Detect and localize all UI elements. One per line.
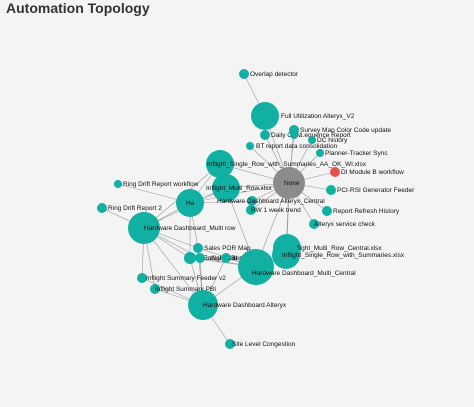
node-hdalteryx[interactable]: Hardware Dashboard Alteryx [188, 290, 287, 320]
node-circle[interactable] [247, 196, 257, 206]
node-hublabel[interactable]: Ha [176, 189, 204, 217]
node-label: Site Level Congestion [232, 341, 296, 348]
node-circle[interactable] [251, 102, 279, 130]
node-label: DC history [317, 137, 348, 144]
node-label: Ha [186, 200, 195, 207]
node-circle[interactable] [238, 249, 274, 285]
node-btreport[interactable]: BT report data consolidation [246, 142, 338, 150]
node-summaryfeeder[interactable]: Inflight Summary Feeder v2 [137, 273, 226, 283]
node-sitelevel[interactable]: Site Level Congestion [225, 339, 296, 349]
node-label: PCI-RSI Generator Feeder [337, 187, 415, 194]
node-circle[interactable] [137, 273, 147, 283]
node-hdalt[interactable]: Hardware Dashboard Alteryx_Central [217, 196, 325, 206]
node-dchistory[interactable]: DC history [308, 136, 348, 144]
node-dimodule[interactable]: DI Module B workflow [330, 167, 404, 177]
node-hdmulticentral[interactable]: Hardware Dashboard_Multi_Central [238, 249, 356, 285]
node-label: Planner-Tracker Sync [325, 150, 388, 157]
node-label: RW 1 week trend [251, 207, 301, 214]
node-label: Inflight Summary Feeder v2 [146, 275, 226, 282]
node-label: Inflight_Single_Row_with_Summaries.xlsx [282, 252, 405, 259]
node-altsvc[interactable]: Alteryx service check [309, 219, 376, 229]
node-planner[interactable]: Planner-Tracker Sync [316, 149, 388, 157]
node-label: Ring Drift Report workflow [123, 181, 199, 188]
node-circle[interactable] [273, 167, 305, 199]
node-circle[interactable] [195, 253, 205, 263]
node-label: Full Utilization Alteryx_V2 [281, 113, 355, 120]
node-none[interactable]: None [273, 167, 305, 199]
node-hdmulti[interactable]: Hardware Dashboard_Multi row [128, 212, 236, 244]
node-inflightmulti[interactable]: Inflight_Multi_Row.xlsx [206, 174, 272, 202]
node-label: DI Module B workflow [341, 169, 404, 176]
node-circle[interactable] [316, 149, 324, 157]
node-circle[interactable] [308, 136, 316, 144]
node-refresh[interactable]: Report Refresh History [322, 206, 400, 216]
node-label: BT report data consolidation [256, 143, 338, 150]
node-inflightAA[interactable]: Inflight_Single_Row_with_Summaries_AA_OK… [206, 150, 367, 178]
node-label: Inflight_Multi_Row.xlsx [206, 185, 272, 192]
node-circle[interactable] [114, 180, 122, 188]
node-label: Inflight Summary PBI [155, 286, 216, 293]
node-dailygsm[interactable]: Daily GSM [260, 130, 302, 140]
node-lte[interactable]: LTE availabilit [184, 252, 236, 264]
node-circle[interactable] [176, 189, 204, 217]
node-circle[interactable] [206, 150, 234, 178]
node-label: LTE availabilit [196, 255, 236, 262]
node-inflightrep[interactable]: ...report [221, 253, 251, 263]
node-circle[interactable] [326, 185, 336, 195]
edge-hdmulti-hdalteryx [143, 227, 204, 306]
node-label: Survey Map Color Code update [300, 127, 391, 134]
node-label: Inflight_Multi_Row_Central.xlsx [291, 245, 382, 252]
node-circle[interactable] [97, 203, 107, 213]
node-salespor[interactable]: Sales POR Map [193, 243, 251, 253]
node-label: Report Refresh History [333, 208, 400, 215]
node-futil[interactable]: Full Utilization Alteryx_V2 [251, 102, 355, 130]
page-title: Automation Topology [6, 0, 150, 16]
node-label: ...equence Report [299, 132, 351, 139]
node-circle[interactable] [272, 241, 300, 269]
node-seqreport[interactable]: ...equence Report [290, 131, 351, 139]
node-label: Daily GSM [271, 132, 302, 139]
node-label: ...report [228, 255, 251, 262]
node-label: None [284, 180, 300, 187]
node-label: Hardware Dashboard Alteryx [203, 302, 287, 309]
node-circle[interactable] [184, 252, 196, 264]
node-inflightsingle[interactable]: Inflight_Single_Row_with_Summaries.xlsx [272, 241, 405, 269]
node-circle[interactable] [150, 284, 160, 294]
node-circle[interactable] [225, 339, 235, 349]
node-layer: Overlap detector Full Utilization Alteryx… [97, 69, 415, 349]
node-circle[interactable] [309, 219, 319, 229]
node-ringdrift[interactable]: Ring Drift Report workflow [114, 180, 199, 188]
node-circle[interactable] [128, 212, 160, 244]
node-label: Hardware Dashboard_Multi row [144, 225, 236, 232]
node-label: Hardware Dashboard Alteryx_Central [217, 198, 325, 205]
node-circle[interactable] [330, 167, 340, 177]
node-summarypbi[interactable]: Inflight Summary PBI [150, 284, 216, 294]
node-circle[interactable] [260, 130, 270, 140]
node-label: Sales POR Map [204, 245, 251, 252]
node-ringdrift2[interactable]: Ring Drift Report 2 [97, 203, 162, 213]
node-label: Hardware Dashboard_Multi_Central [252, 270, 356, 277]
node-circle[interactable] [290, 131, 298, 139]
node-circle[interactable] [246, 205, 256, 215]
node-rr1week[interactable]: RW 1 week trend [246, 205, 301, 215]
edge-hublabel-none [189, 182, 290, 204]
node-circle[interactable] [246, 142, 254, 150]
node-overlap[interactable]: Overlap detector [239, 69, 299, 79]
node-circle[interactable] [193, 243, 203, 253]
node-circle[interactable] [221, 253, 231, 263]
node-circle[interactable] [322, 206, 332, 216]
node-circle[interactable] [212, 174, 240, 202]
node-label: Overlap detector [250, 71, 299, 78]
node-label: Ring Drift Report 2 [108, 205, 162, 212]
node-label: Inflight_Single_Row_with_Summaries_AA_OK… [207, 161, 367, 168]
node-label: Alteryx service check [314, 221, 376, 228]
node-circle[interactable] [239, 69, 249, 79]
node-pcirsi[interactable]: PCI-RSI Generator Feeder [326, 185, 415, 195]
node-circle[interactable] [188, 290, 218, 320]
